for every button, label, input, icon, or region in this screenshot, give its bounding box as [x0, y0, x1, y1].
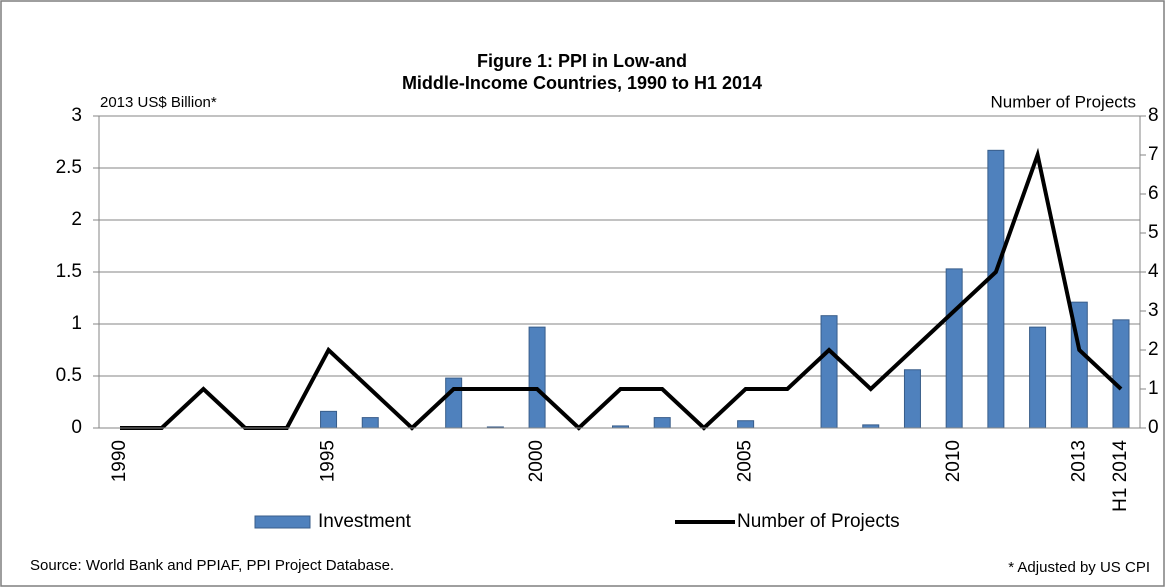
- y2-tick-label: 7: [1148, 144, 1159, 165]
- bar: [445, 377, 463, 429]
- bar: [820, 315, 838, 429]
- bar: [528, 326, 546, 429]
- y2-tick-label: 2: [1148, 339, 1159, 360]
- bar: [903, 369, 921, 429]
- y2-tick-label: 8: [1148, 105, 1159, 126]
- y2-tick-label: 1: [1148, 378, 1159, 399]
- x-tick-label: 2010: [943, 440, 964, 482]
- y2-tick-label: 5: [1148, 222, 1159, 243]
- source: Source: World Bank and PPIAF, PPI Projec…: [30, 557, 394, 574]
- x-tick-label: H1 2014: [1110, 440, 1131, 512]
- bar: [361, 417, 379, 429]
- bar: [653, 417, 671, 429]
- bar: [945, 268, 963, 429]
- legend-label: Investment: [318, 511, 412, 532]
- bar: [320, 410, 338, 429]
- y-tick-label: 3: [71, 105, 82, 126]
- y-tick-label: 2.5: [56, 157, 82, 178]
- chart-title: Middle-Income Countries, 1990 to H1 2014: [402, 73, 762, 93]
- x-tick-label: 2005: [735, 440, 756, 482]
- y2-axis-label: Number of Projects: [991, 92, 1137, 111]
- y2-tick-label: 0: [1148, 417, 1159, 438]
- note: * Adjusted by US CPI: [1008, 559, 1150, 576]
- y-tick-label: 0: [71, 417, 82, 438]
- y-tick-label: 2: [71, 209, 82, 230]
- x-tick-label: 1995: [318, 440, 339, 482]
- x-tick-label: 2000: [526, 440, 547, 482]
- legend-swatch: [254, 515, 311, 529]
- y-tick-label: 1.5: [56, 261, 82, 282]
- bar: [737, 420, 755, 429]
- y-tick-label: 1: [71, 313, 82, 334]
- bar: [1112, 319, 1130, 429]
- bar: [1029, 326, 1047, 429]
- y2-tick-label: 6: [1148, 183, 1159, 204]
- x-tick-label: 2013: [1068, 440, 1089, 482]
- y-axis-label: 2013 US$ Billion*: [100, 94, 217, 111]
- y2-tick-label: 4: [1148, 261, 1159, 282]
- y2-tick-label: 3: [1148, 300, 1159, 321]
- chart-title: Figure 1: PPI in Low-and: [477, 51, 687, 71]
- bar: [987, 149, 1005, 429]
- y-tick-label: 0.5: [56, 365, 82, 386]
- x-tick-label: 1990: [109, 440, 130, 482]
- legend-label: Number of Projects: [737, 511, 900, 532]
